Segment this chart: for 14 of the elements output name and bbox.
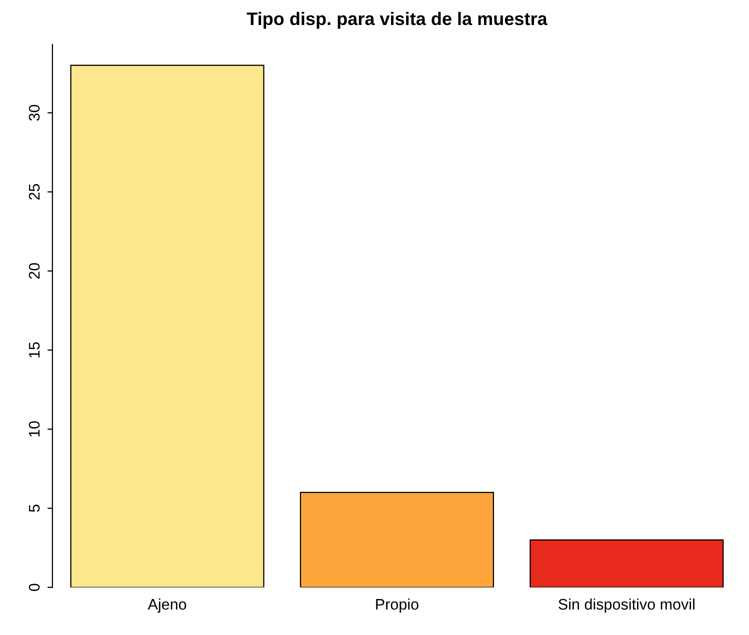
y-tick-label: 20 bbox=[28, 263, 40, 279]
x-tick-label: Ajeno bbox=[148, 598, 186, 613]
bar bbox=[70, 64, 264, 588]
x-tick-label: Sin dispositivo movil bbox=[558, 598, 694, 613]
y-tick-label: 0 bbox=[28, 584, 40, 592]
x-tick-label: Propio bbox=[376, 598, 418, 613]
y-tick-label: 15 bbox=[29, 342, 40, 358]
y-tick-label: 25 bbox=[28, 184, 40, 200]
bar bbox=[300, 492, 494, 588]
bar bbox=[530, 539, 724, 588]
chart-title: Tipo disp. para visita de la muestra bbox=[246, 12, 548, 29]
y-tick-label: 10 bbox=[28, 421, 40, 437]
y-tick-label: 5 bbox=[29, 504, 40, 512]
y-tick-label: 30 bbox=[28, 104, 40, 121]
